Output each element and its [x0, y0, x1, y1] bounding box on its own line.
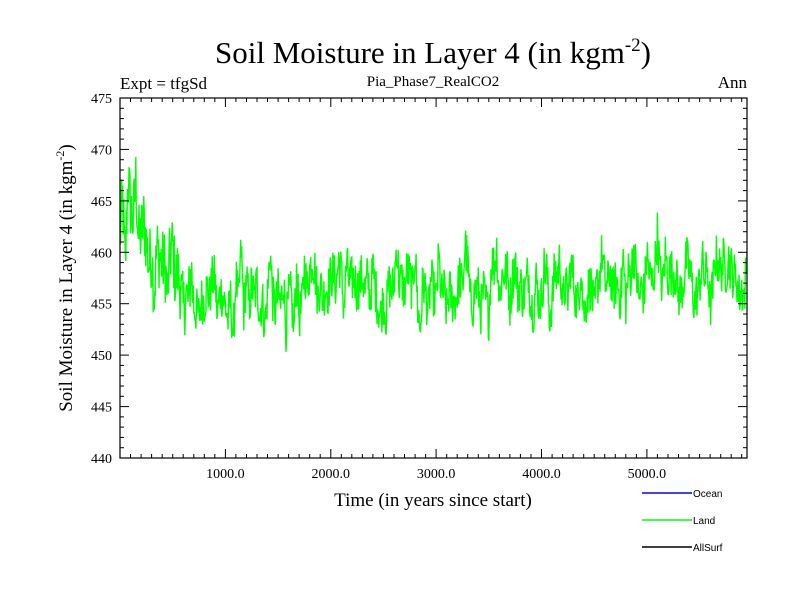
legend-label-allsurf: AllSurf: [693, 543, 723, 554]
legend-label-land: Land: [693, 516, 715, 527]
ticks-layer: 1000.0 2000.0 3000.0 4000.0 5000.0 440 445 450 4…: [91, 92, 747, 482]
plot-area: 1000.0 2000.0 3000.0 4000.0 5000.0 440 445 450 4…: [91, 92, 748, 482]
x-tick-label: 5000.0: [628, 467, 667, 482]
y-axis-label: Soil Moisture in Layer 4 (in kgm-2): [53, 144, 77, 412]
legend: Ocean Land AllSurf: [642, 489, 723, 554]
y-tick-label: 445: [91, 401, 112, 416]
x-tick-label: 4000.0: [522, 467, 561, 482]
y-tick-label: 450: [91, 349, 112, 364]
legend-label-ocean: Ocean: [693, 489, 722, 500]
x-tick-label: 1000.0: [206, 467, 245, 482]
experiment-label: Expt = tfgSd: [120, 74, 208, 93]
chart-title: Soil Moisture in Layer 4 (in kgm-2): [215, 35, 651, 70]
y-tick-label: 470: [91, 143, 112, 158]
chart-subtitle: Pia_Phase7_RealCO2: [367, 74, 500, 90]
x-axis-label: Time (in years since start): [334, 490, 532, 511]
y-tick-label: 455: [91, 298, 112, 313]
y-tick-label: 475: [91, 92, 112, 107]
season-label: Ann: [718, 73, 748, 92]
series-line-land: [120, 156, 747, 352]
x-tick-label: 3000.0: [417, 467, 456, 482]
series-layer: [120, 156, 747, 352]
x-tick-label: 2000.0: [312, 467, 351, 482]
y-tick-label: 440: [91, 452, 112, 467]
y-tick-label: 465: [91, 195, 112, 210]
y-tick-label: 460: [91, 246, 112, 261]
plot-frame: [119, 97, 748, 459]
